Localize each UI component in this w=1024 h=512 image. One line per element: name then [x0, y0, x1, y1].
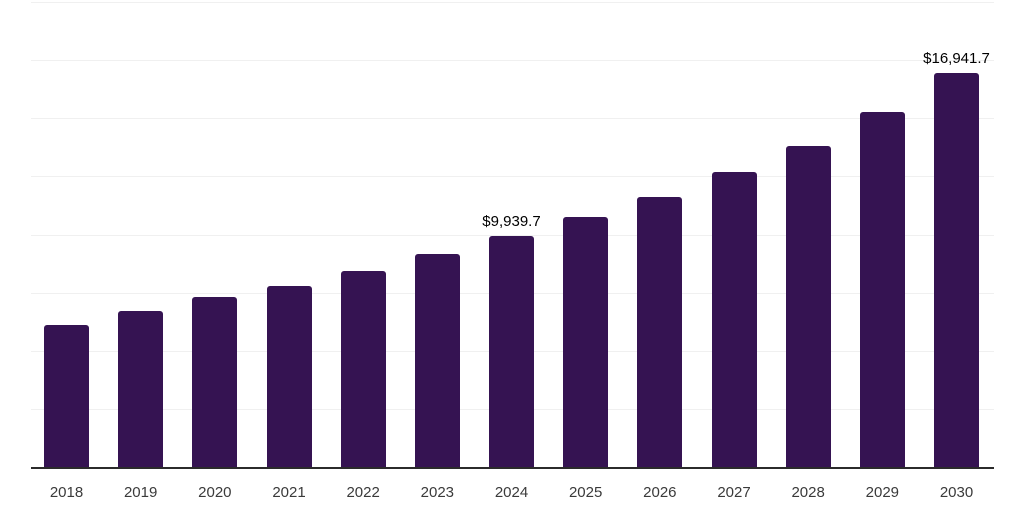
bar-2025[interactable]	[563, 217, 609, 467]
x-tick-2028: 2028	[791, 484, 825, 501]
bar-2024[interactable]	[489, 235, 534, 467]
bar-2020[interactable]	[192, 297, 238, 467]
x-tick-2018: 2018	[49, 484, 84, 501]
bar-2022[interactable]	[340, 270, 386, 467]
gridline	[31, 2, 994, 3]
gridline	[31, 118, 994, 119]
plot-area: 2018 2019 2020 2021 2022 2023 2024 2025 2026 2027…	[31, 0, 994, 512]
bar-2019[interactable]	[118, 311, 164, 467]
x-tick-2026: 2026	[643, 484, 677, 501]
bar-2028[interactable]	[785, 146, 831, 467]
bar-2023[interactable]	[414, 254, 460, 467]
x-tick-2022: 2022	[346, 484, 380, 501]
bar-2021[interactable]	[266, 285, 312, 467]
bar-2030[interactable]	[934, 73, 979, 467]
x-tick-2024: 2024	[494, 484, 529, 501]
x-axis-line	[31, 467, 994, 469]
bar-2027[interactable]	[711, 171, 757, 467]
value-label-2024: $9,939.7	[482, 212, 541, 230]
x-tick-2019: 2019	[123, 484, 158, 501]
x-tick-2021: 2021	[272, 484, 306, 501]
x-tick-2030: 2030	[939, 484, 974, 501]
x-tick-2025: 2025	[568, 484, 603, 501]
gridline	[31, 60, 994, 61]
gridline	[31, 176, 994, 177]
x-tick-2029: 2029	[865, 484, 900, 501]
bar-2026[interactable]	[637, 197, 683, 467]
x-tick-2020: 2020	[198, 484, 232, 501]
bar-2018[interactable]	[44, 325, 89, 467]
x-tick-2023: 2023	[420, 484, 455, 501]
value-label-2030: $16,941.7	[923, 50, 990, 68]
x-tick-2027: 2027	[717, 484, 751, 501]
gridline	[31, 235, 994, 236]
bar-2029[interactable]	[859, 112, 905, 467]
